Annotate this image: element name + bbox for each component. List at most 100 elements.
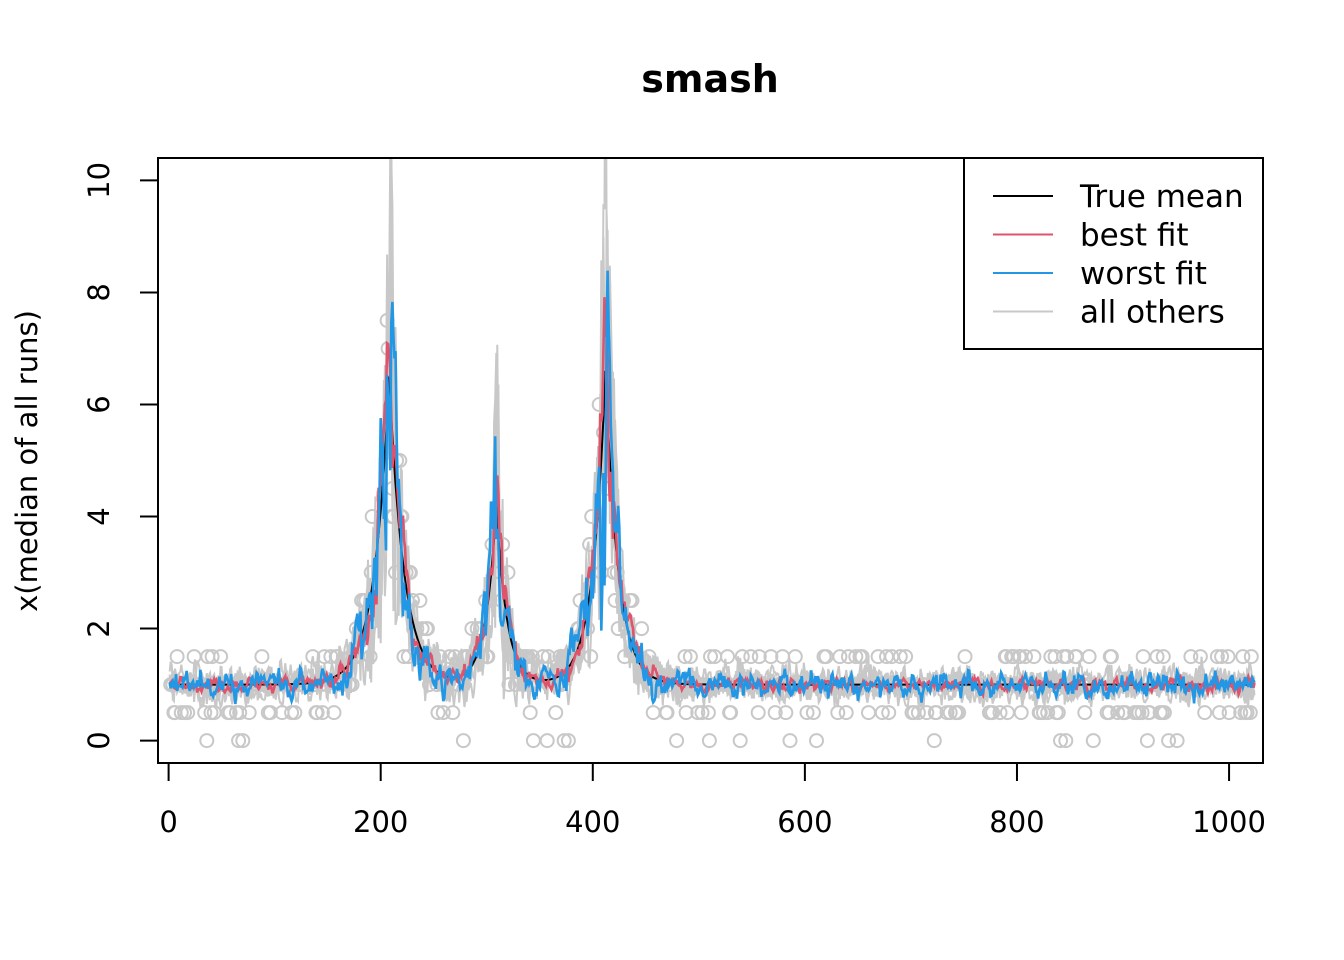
observation-point [898,649,914,665]
observation-point [874,705,890,721]
y-tick-label: 8 [82,283,116,301]
observation-point [751,649,767,665]
observation-point [1059,649,1075,665]
observation-point [701,733,717,749]
observation-point [1050,705,1066,721]
observation-point [1235,649,1251,665]
observation-point [1149,649,1165,665]
observation-point [645,705,661,721]
observation-point [287,705,303,721]
observation-point [1197,705,1213,721]
observation-point [677,649,693,665]
observation-point [539,733,555,749]
observation-point [1053,733,1068,749]
main-series [168,270,1256,706]
observation-point [1134,705,1150,721]
observation-point [556,733,572,749]
observation-point [778,705,794,721]
observation-point [1135,649,1151,665]
observation-point [678,705,694,721]
x-axis: 0 200 400 600 800 1000 [159,762,1266,839]
observation-point [838,705,854,721]
observation-point [254,649,270,665]
observation-point [204,649,220,665]
observation-point [957,649,973,665]
y-tick-label: 6 [82,395,116,413]
observation-point [1006,649,1022,665]
observation-point [1103,649,1119,665]
observation-point [430,705,446,721]
observation-point [213,649,229,665]
observation-point [1139,733,1155,749]
legend-box [963,157,1264,350]
observation-point [881,705,897,721]
x-tick-label: 600 [777,805,832,839]
observation-point [199,733,215,749]
observation-point [743,649,759,665]
observation-point [787,649,803,665]
observation-point [419,621,435,637]
observation-point [690,705,706,721]
observation-point [1221,705,1237,721]
observation-point [992,705,1008,721]
observation-point [326,705,342,721]
observation-point [700,705,716,721]
observation-point [222,705,238,721]
chart-title: smash [641,57,779,101]
observation-point [197,705,213,721]
observation-point [799,705,815,721]
observation-point [848,649,864,665]
observation-point [659,705,675,721]
observation-point [782,733,798,749]
observation-point [892,649,908,665]
observation-point [525,733,541,749]
observation-point [1214,649,1230,665]
legend-label: True mean [1079,179,1244,215]
observation-point [232,705,248,721]
observation-point [1085,733,1101,749]
legend-label: worst fit [1080,256,1207,292]
y-axis: 0 2 4 6 8 10 [82,162,159,750]
observation-point [522,705,538,721]
observation-point [682,649,698,665]
legend-label: all others [1080,295,1225,331]
observation-point [241,705,257,721]
observation-point [720,649,735,665]
observation-point [942,705,958,721]
series-line-true-mean [169,370,1255,686]
observation-point [455,733,471,749]
observation-point [1047,649,1063,665]
observation-point [262,705,278,721]
observation-point [919,705,935,721]
observation-point [445,705,461,721]
series-line-all-others [168,158,1256,709]
observation-point [1243,649,1259,665]
observation-point [314,705,330,721]
y-tick-label: 2 [82,619,116,637]
observation-point [694,705,710,721]
observation-point [169,649,185,665]
legend-label: best fit [1080,218,1189,254]
y-tick-label: 4 [82,507,116,525]
observation-point [231,733,247,749]
x-tick-label: 400 [565,805,620,839]
observation-point [951,705,967,721]
observation-point [1156,705,1172,721]
observation-point [412,593,428,608]
series-line-best-fit [168,297,1256,700]
observation-point [235,733,251,749]
observation-point [309,705,325,721]
y-axis-label: x(median of all runs) [10,310,44,612]
y-tick-label: 0 [82,731,116,749]
observation-point [1242,705,1258,721]
observation-point [1220,649,1236,665]
observation-point [1155,649,1171,665]
observation-point [926,733,942,749]
observation-point [1058,733,1074,749]
observation-point [832,649,848,665]
y-tick-label: 10 [82,162,116,199]
observation-point [985,705,1001,721]
x-tick-label: 1000 [1192,805,1266,839]
